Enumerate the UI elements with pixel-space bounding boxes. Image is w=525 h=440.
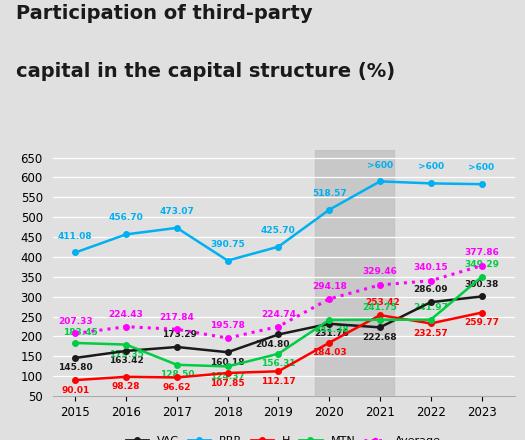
Text: 90.01: 90.01 (61, 385, 89, 395)
Text: 456.70: 456.70 (109, 213, 143, 223)
Text: 224.74: 224.74 (261, 310, 296, 319)
Text: 207.33: 207.33 (58, 317, 92, 326)
Text: 204.80: 204.80 (256, 340, 290, 349)
Text: 241.75: 241.75 (363, 303, 397, 312)
Text: >600: >600 (367, 161, 393, 169)
Text: 241.97: 241.97 (413, 303, 448, 312)
Legend: VAC, RRR, H, MTN, Average: VAC, RRR, H, MTN, Average (121, 431, 446, 440)
Text: >600: >600 (468, 163, 495, 172)
Text: 259.77: 259.77 (464, 318, 499, 327)
Text: 183.45: 183.45 (64, 328, 98, 337)
Text: 163.42: 163.42 (109, 356, 143, 366)
Text: 518.57: 518.57 (312, 189, 346, 198)
Text: 232.57: 232.57 (413, 329, 448, 338)
Text: 329.46: 329.46 (363, 267, 397, 276)
Text: 145.80: 145.80 (58, 363, 92, 372)
Text: 231.76: 231.76 (314, 329, 349, 338)
Text: 107.85: 107.85 (211, 378, 245, 388)
Text: 98.28: 98.28 (112, 382, 140, 391)
Text: 112.17: 112.17 (261, 377, 296, 386)
Text: 224.43: 224.43 (109, 310, 143, 319)
Text: 173.29: 173.29 (162, 330, 197, 339)
Text: 390.75: 390.75 (211, 240, 245, 249)
Text: 286.09: 286.09 (413, 286, 448, 294)
Bar (315, 150, 394, 396)
Text: 179.35: 179.35 (109, 350, 143, 359)
Text: 377.86: 377.86 (464, 248, 499, 257)
Text: Participation of third-party: Participation of third-party (16, 4, 312, 23)
Text: 241.38: 241.38 (314, 326, 349, 334)
Text: >600: >600 (418, 162, 444, 172)
Text: 300.38: 300.38 (464, 280, 499, 289)
Text: 349.29: 349.29 (464, 260, 499, 269)
Text: 253.42: 253.42 (365, 298, 400, 308)
Text: 156.31: 156.31 (261, 359, 296, 368)
Text: 222.68: 222.68 (363, 333, 397, 342)
Text: 473.07: 473.07 (160, 207, 194, 216)
Text: 411.08: 411.08 (58, 231, 92, 241)
Text: 128.50: 128.50 (160, 370, 194, 379)
Text: 340.15: 340.15 (413, 263, 448, 271)
Text: 124.37: 124.37 (210, 372, 245, 381)
Text: 217.84: 217.84 (160, 312, 194, 322)
Text: 160.18: 160.18 (211, 358, 245, 367)
Text: 96.62: 96.62 (163, 383, 191, 392)
Text: capital in the capital structure (%): capital in the capital structure (%) (16, 62, 395, 81)
Text: 294.18: 294.18 (312, 282, 346, 291)
Text: 195.78: 195.78 (210, 321, 245, 330)
Text: 184.03: 184.03 (312, 348, 346, 357)
Text: 425.70: 425.70 (261, 226, 296, 235)
